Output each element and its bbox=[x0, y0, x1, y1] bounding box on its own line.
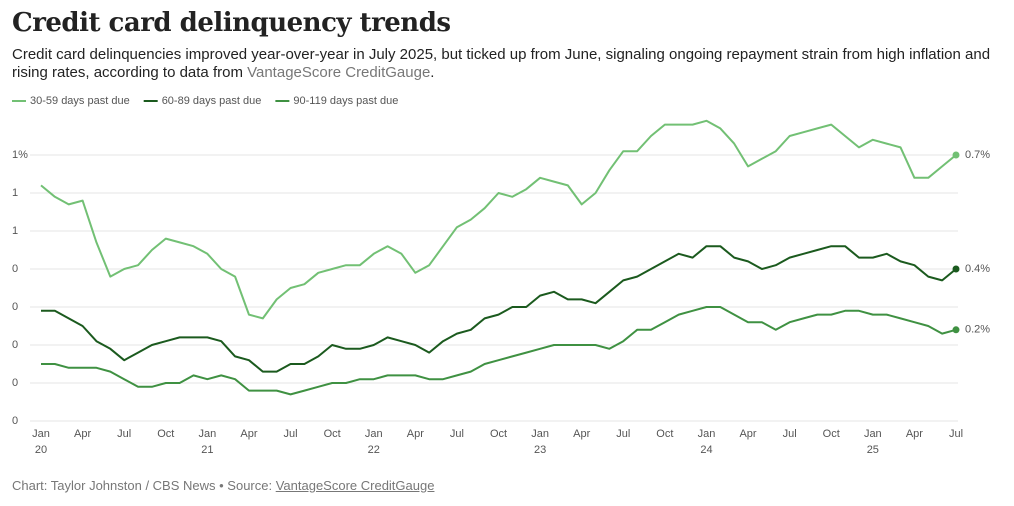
series-line bbox=[40, 119, 957, 320]
x-tick-label: Jul bbox=[616, 428, 630, 440]
x-tick-label: Jan bbox=[531, 428, 549, 440]
footer-credit: Chart: Taylor Johnston / CBS News • Sour… bbox=[12, 478, 276, 493]
x-tick-label: Apr bbox=[240, 428, 257, 440]
data-label: 0.4% bbox=[965, 263, 990, 275]
x-tick-label: Apr bbox=[739, 428, 756, 440]
y-tick-label: 1% bbox=[12, 149, 28, 161]
end-dot bbox=[952, 265, 960, 273]
x-year-label: 23 bbox=[534, 444, 546, 456]
x-year-label: 21 bbox=[201, 444, 213, 456]
x-tick-label: Jan bbox=[198, 428, 216, 440]
y-tick-label: 0 bbox=[12, 377, 18, 389]
y-tick-label: 0 bbox=[12, 263, 18, 275]
subtitle-link[interactable]: VantageScore CreditGauge bbox=[247, 64, 431, 81]
legend-label: 30-59 days past due bbox=[30, 95, 130, 107]
y-tick-label: 1 bbox=[12, 225, 18, 237]
legend-label: 90-119 days past due bbox=[293, 95, 398, 107]
x-tick-label: Jul bbox=[450, 428, 464, 440]
y-tick-label: 0 bbox=[12, 415, 18, 427]
x-tick-label: Jul bbox=[783, 428, 797, 440]
x-year-label: 25 bbox=[867, 444, 879, 456]
series-line bbox=[41, 245, 957, 373]
x-tick-label: Oct bbox=[157, 428, 174, 440]
end-dot bbox=[952, 151, 960, 159]
x-tick-label: Jan bbox=[32, 428, 50, 440]
x-tick-label: Apr bbox=[573, 428, 590, 440]
footer: Chart: Taylor Johnston / CBS News • Sour… bbox=[12, 478, 434, 493]
footer-source-link[interactable]: VantageScore CreditGauge bbox=[275, 478, 435, 493]
x-tick-label: Oct bbox=[490, 428, 507, 440]
subtitle-text: . bbox=[430, 64, 435, 81]
x-tick-label: Jan bbox=[365, 428, 383, 440]
data-label: 0.7% bbox=[965, 149, 990, 161]
header: Credit card delinquency trends Credit ca… bbox=[12, 6, 992, 82]
x-tick-label: Jan bbox=[864, 428, 882, 440]
x-tick-label: Oct bbox=[656, 428, 673, 440]
x-tick-label: Jul bbox=[117, 428, 131, 440]
x-tick-label: Jul bbox=[949, 428, 963, 440]
data-label: 0.2% bbox=[965, 324, 990, 336]
x-tick-label: Oct bbox=[823, 428, 840, 440]
end-dot bbox=[952, 326, 960, 334]
y-tick-label: 0 bbox=[12, 301, 18, 313]
y-tick-label: 0 bbox=[12, 339, 18, 351]
series-line bbox=[41, 306, 957, 396]
y-tick-label: 1 bbox=[12, 187, 18, 199]
x-tick-label: Apr bbox=[74, 428, 91, 440]
x-tick-label: Jul bbox=[284, 428, 298, 440]
x-year-label: 24 bbox=[700, 444, 712, 456]
x-tick-label: Oct bbox=[324, 428, 341, 440]
x-tick-label: Jan bbox=[698, 428, 716, 440]
legend-label: 60-89 days past due bbox=[162, 95, 262, 107]
x-tick-label: Apr bbox=[407, 428, 424, 440]
chart-subtitle: Credit card delinquencies improved year-… bbox=[12, 46, 992, 82]
subtitle-text: Credit card delinquencies improved year-… bbox=[12, 46, 991, 81]
x-year-label: 22 bbox=[368, 444, 380, 456]
x-tick-label: Apr bbox=[906, 428, 923, 440]
x-year-label: 20 bbox=[35, 444, 47, 456]
chart-title: Credit card delinquency trends bbox=[12, 8, 451, 38]
